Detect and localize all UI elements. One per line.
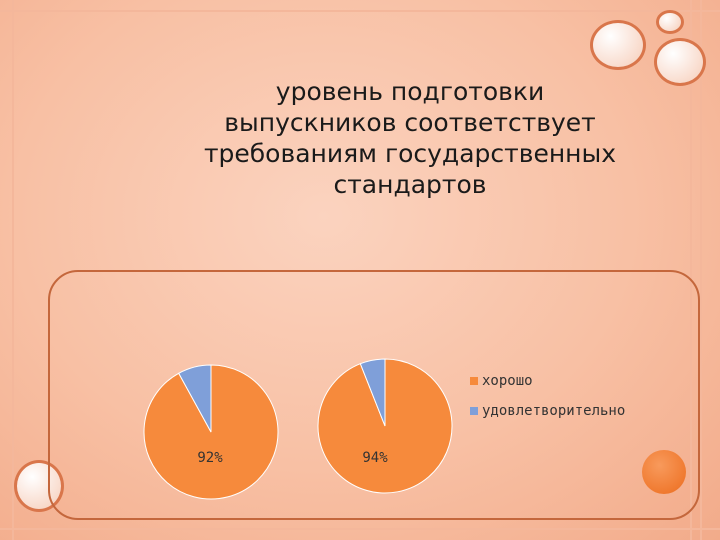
pie-2-slice-satisfactory [359,358,386,427]
chart-frame [48,270,700,520]
legend-item-satisfactory: удовлетворительно [470,402,690,420]
frame-line-right-inner [690,0,692,540]
chart-legend: хорошо удовлетворительно [470,372,690,432]
legend-item-good: хорошо [470,372,690,390]
legend-label-satisfactory: удовлетворительно [482,403,626,419]
decorative-circle-medium [654,38,706,86]
frame-line-bottom [0,528,720,530]
frame-line-left [12,0,14,540]
legend-swatch-satisfactory [470,407,478,415]
pie-1-slice-satisfactory [178,364,212,433]
slide-title: уровень подготовки выпускников соответст… [203,77,617,199]
pie-2-data-label: 94% [362,450,388,466]
accent-dot [642,450,686,494]
frame-line-top [0,10,720,12]
decorative-circle-large [590,20,646,70]
legend-swatch-good [470,377,478,385]
decorative-circle-small [656,10,684,34]
legend-label-good: хорошо [482,373,533,389]
pie-1-data-label: 92% [197,450,223,466]
frame-line-right [700,0,702,540]
